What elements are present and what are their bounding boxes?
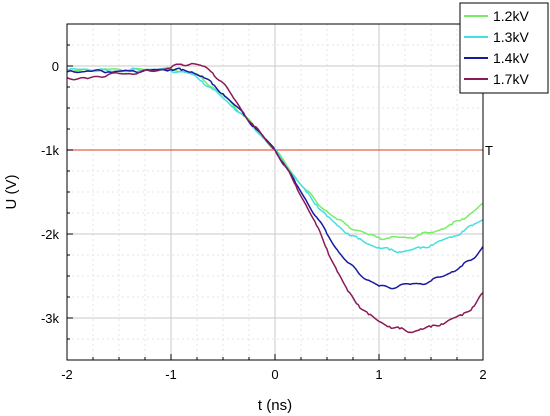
y-tick-label: -1k (41, 143, 60, 158)
threshold-label: T (485, 143, 493, 158)
y-axis-label: U (V) (3, 175, 20, 210)
legend-label: 1.2kV (493, 8, 529, 24)
axes: -2 -1 0 1 2 0 -1k -2k -3k (41, 23, 487, 382)
legend-label: 1.4kV (493, 50, 529, 66)
series-line-1.3kV (66, 67, 484, 254)
y-tick-label: -2k (41, 227, 60, 242)
legend: 1.2kV 1.3kV 1.4kV 1.7kV (459, 2, 549, 94)
y-tick-label: 0 (52, 59, 59, 74)
series-line-1.7kV (66, 62, 484, 334)
legend-label: 1.3kV (493, 29, 529, 45)
x-tick-label: 0 (271, 367, 278, 382)
series-group (66, 62, 484, 334)
series-line-1.4kV (66, 67, 484, 290)
x-tick-label: -1 (165, 367, 177, 382)
x-tick-label: -2 (61, 367, 73, 382)
x-axis-label: t (ns) (258, 397, 292, 414)
x-tick-label: 1 (375, 367, 382, 382)
x-tick-label: 2 (479, 367, 486, 382)
grid (66, 23, 484, 361)
legend-label: 1.7kV (493, 71, 529, 87)
y-tick-label: -3k (41, 311, 60, 326)
